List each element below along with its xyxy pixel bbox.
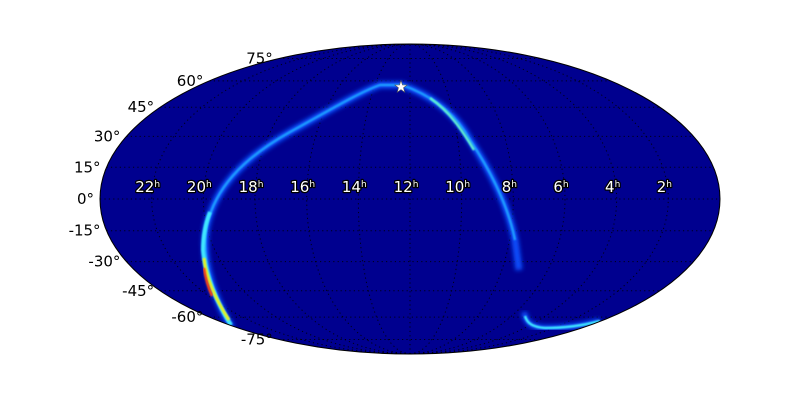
ra-tick-label: 16h [290, 178, 315, 196]
dec-tick-label: 0° [77, 190, 94, 208]
dec-tick-label: 45° [128, 98, 155, 116]
dec-tick-label: -60° [171, 308, 203, 326]
ra-tick-label: 22h [135, 178, 160, 196]
ra-tick-label: 6h [553, 178, 568, 196]
dec-tick-label: 15° [74, 158, 101, 176]
ra-tick-label: 2h [657, 178, 672, 196]
ra-tick-label: 20h [187, 178, 212, 196]
meridian-line [409, 44, 514, 354]
meridian-line [151, 44, 411, 354]
dec-tick-label: -15° [69, 222, 101, 240]
sky-border [99, 43, 721, 355]
ra-tick-label: 18h [239, 178, 264, 196]
ra-tick-label: 4h [605, 178, 620, 196]
meridian-line [357, 44, 411, 354]
dec-tick-label: -45° [122, 282, 154, 300]
graticule [100, 44, 720, 354]
ra-tick-label: 12h [394, 178, 419, 196]
probability-arc [200, 81, 601, 332]
meridian-line [409, 44, 463, 354]
dec-tick-label: -30° [88, 253, 120, 271]
ra-tick-label: 10h [445, 178, 470, 196]
dec-tick-label: -75° [241, 330, 273, 348]
ra-tick-label: 8h [502, 178, 517, 196]
star-marker-icon [393, 79, 409, 94]
dec-tick-label: 75° [246, 50, 273, 68]
meridian-line [409, 44, 669, 354]
meridian-line [306, 44, 411, 354]
ra-tick-label: 14h [342, 178, 367, 196]
dec-tick-label: 30° [94, 127, 121, 145]
dec-tick-label: 60° [177, 72, 204, 90]
